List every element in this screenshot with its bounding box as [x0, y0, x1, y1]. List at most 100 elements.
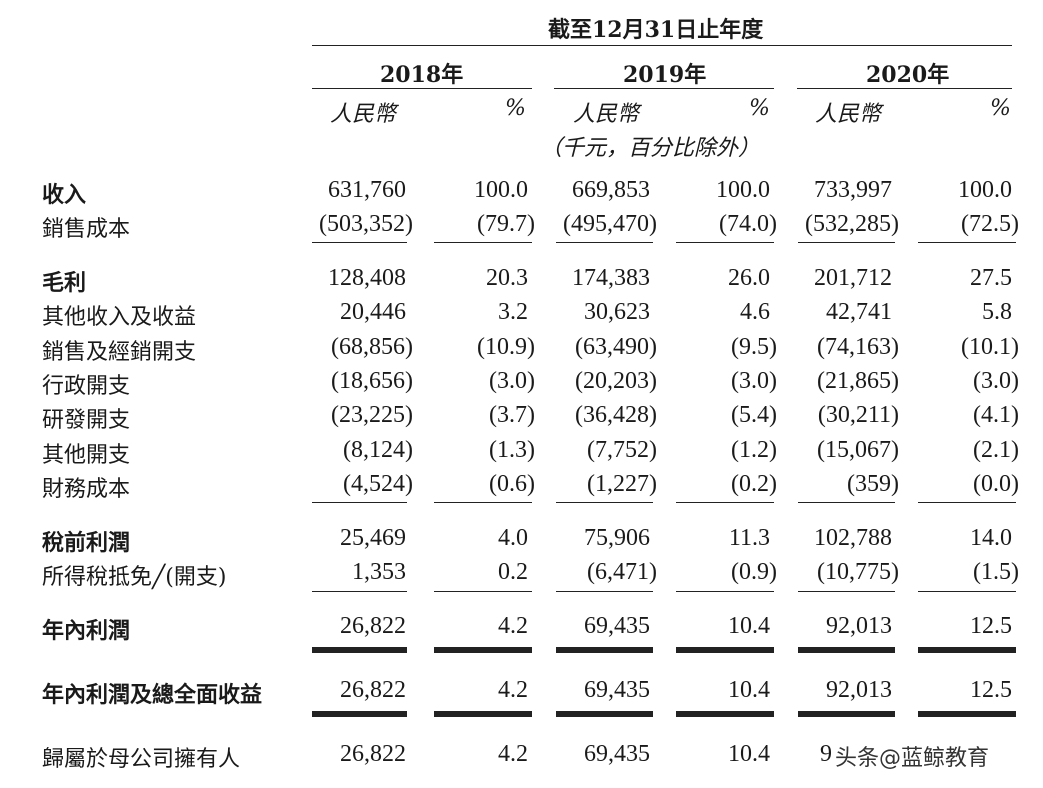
year-2018-header: 2018年: [380, 62, 464, 88]
double-line-2019: [556, 711, 653, 717]
cell-total-comprehensive-2018: 26,822: [340, 677, 406, 703]
subtotal-line-2019-pct: [676, 591, 774, 592]
cell-finance-costs-2018-pct: (0.6): [489, 471, 535, 497]
currency-label-2020: 人民幣: [815, 102, 882, 127]
row-label-attributable-owners: 歸屬於母公司擁有人: [42, 747, 241, 772]
cell-admin-expenses-2020-pct: (3.0): [973, 368, 1019, 394]
cell-finance-costs-2020-pct: (0.0): [973, 471, 1019, 497]
double-line-2020-pct: [918, 711, 1016, 717]
cell-other-income-2018-pct: 3.2: [498, 299, 528, 325]
double-line-2020: [798, 711, 895, 717]
cell-other-expenses-2019-pct: (1.2): [731, 437, 777, 463]
cell-finance-costs-2019-pct: (0.2): [731, 471, 777, 497]
row-label-income-tax: 所得稅抵免╱(開支): [42, 565, 227, 590]
cell-admin-expenses-2018-pct: (3.0): [489, 368, 535, 394]
cell-selling-expenses-2018: (68,856): [331, 334, 413, 360]
cell-finance-costs-2020: (359): [847, 471, 899, 497]
watermark: 头条@蓝鲸教育: [835, 740, 989, 772]
cell-cost-of-sales-2019: (495,470): [563, 211, 657, 237]
row-label-other-expenses: 其他開支: [42, 443, 131, 468]
cell-profit-before-tax-2019-pct: 11.3: [728, 525, 770, 551]
cell-total-comprehensive-2020-pct: 12.5: [970, 677, 1012, 703]
cell-profit-before-tax-2020: 102,788: [814, 525, 892, 551]
subtotal-line-2018: [312, 502, 407, 503]
cell-total-comprehensive-2019: 69,435: [584, 677, 650, 703]
cell-cost-of-sales-2019-pct: (74.0): [719, 211, 777, 237]
row-label-selling-expenses: 銷售及經銷開支: [42, 340, 197, 365]
row-label-profit-for-year: 年內利潤: [42, 618, 131, 644]
cell-profit-for-year-2018-pct: 4.2: [498, 613, 528, 639]
year-2019-header: 2019年: [623, 62, 707, 88]
double-line-2018: [312, 711, 407, 717]
cell-revenue-2018: 631,760: [328, 177, 406, 203]
subtotal-line-2018-pct: [434, 591, 532, 592]
cell-admin-expenses-2019-pct: (3.0): [731, 368, 777, 394]
period-title: 截至12月31日止年度: [548, 17, 764, 43]
cell-income-tax-2019: (6,471): [587, 559, 657, 585]
cell-rd-expenses-2018: (23,225): [331, 402, 413, 428]
subtotal-line-2019: [556, 242, 653, 243]
double-line-2018: [312, 647, 407, 653]
watermark-suffix: 蓝鲸教育: [901, 746, 990, 771]
subtotal-line-2018-pct: [434, 242, 532, 243]
cell-income-tax-2019-pct: (0.9): [731, 559, 777, 585]
cell-rd-expenses-2018-pct: (3.7): [489, 402, 535, 428]
cell-income-tax-2018: 1,353: [352, 559, 406, 585]
year-2020-header: 2020年: [866, 62, 950, 88]
row-label-revenue: 收入: [42, 182, 87, 208]
cell-other-expenses-2018-pct: (1.3): [489, 437, 535, 463]
cell-total-comprehensive-2019-pct: 10.4: [728, 677, 770, 703]
cell-other-expenses-2020-pct: (2.1): [973, 437, 1019, 463]
row-label-finance-costs: 財務成本: [42, 477, 131, 502]
cell-other-income-2020-pct: 5.8: [982, 299, 1012, 325]
cell-income-tax-2018-pct: 0.2: [498, 559, 528, 585]
cell-attributable-2019-pct: 10.4: [728, 741, 770, 767]
subtotal-line-2018: [312, 591, 407, 592]
cell-profit-before-tax-2018: 25,469: [340, 525, 406, 551]
cell-rd-expenses-2020: (30,211): [817, 402, 899, 428]
cell-gross-profit-2019: 174,383: [572, 265, 650, 291]
cell-rd-expenses-2020-pct: (4.1): [973, 402, 1019, 428]
cell-gross-profit-2019-pct: 26.0: [728, 265, 770, 291]
subtotal-line-2019: [556, 591, 653, 592]
cell-other-income-2019: 30,623: [584, 299, 650, 325]
cell-profit-before-tax-2020-pct: 14.0: [970, 525, 1012, 551]
cell-total-comprehensive-2020: 92,013: [826, 677, 892, 703]
cell-cost-of-sales-2020: (532,285): [805, 211, 899, 237]
cell-rd-expenses-2019-pct: (5.4): [731, 402, 777, 428]
subtotal-line-2020-pct: [918, 591, 1016, 592]
cell-profit-for-year-2019-pct: 10.4: [728, 613, 770, 639]
cell-profit-for-year-2020: 92,013: [826, 613, 892, 639]
percent-label-2018: %: [505, 96, 526, 121]
year-2019-underline: [554, 88, 774, 89]
cell-revenue-2020-pct: 100.0: [958, 177, 1012, 203]
subtotal-line-2020: [798, 591, 895, 592]
percent-label-2020: %: [990, 96, 1011, 121]
subtotal-line-2020: [798, 242, 895, 243]
subtotal-line-2018-pct: [434, 502, 532, 503]
row-label-cost-of-sales: 銷售成本: [42, 217, 131, 242]
watermark-prefix: 头条: [835, 746, 880, 771]
double-line-2019: [556, 647, 653, 653]
cell-cost-of-sales-2018: (503,352): [319, 211, 413, 237]
cell-admin-expenses-2018: (18,656): [331, 368, 413, 394]
double-line-2018-pct: [434, 647, 532, 653]
subtotal-line-2020-pct: [918, 242, 1016, 243]
year-2018-underline: [312, 88, 532, 89]
cell-attributable-2019: 69,435: [584, 741, 650, 767]
subtotal-line-2018: [312, 242, 407, 243]
cell-admin-expenses-2019: (20,203): [575, 368, 657, 394]
subtotal-line-2020: [798, 502, 895, 503]
subtotal-line-2019-pct: [676, 502, 774, 503]
cell-gross-profit-2020: 201,712: [814, 265, 892, 291]
cell-revenue-2019: 669,853: [572, 177, 650, 203]
cell-profit-for-year-2019: 69,435: [584, 613, 650, 639]
cell-profit-before-tax-2019: 75,906: [584, 525, 650, 551]
row-label-admin-expenses: 行政開支: [42, 374, 131, 399]
cell-cost-of-sales-2018-pct: (79.7): [477, 211, 535, 237]
subtotal-line-2019: [556, 502, 653, 503]
percent-label-2019: %: [749, 96, 770, 121]
year-2020-underline: [797, 88, 1012, 89]
cell-other-expenses-2019: (7,752): [587, 437, 657, 463]
cell-other-income-2020: 42,741: [826, 299, 892, 325]
